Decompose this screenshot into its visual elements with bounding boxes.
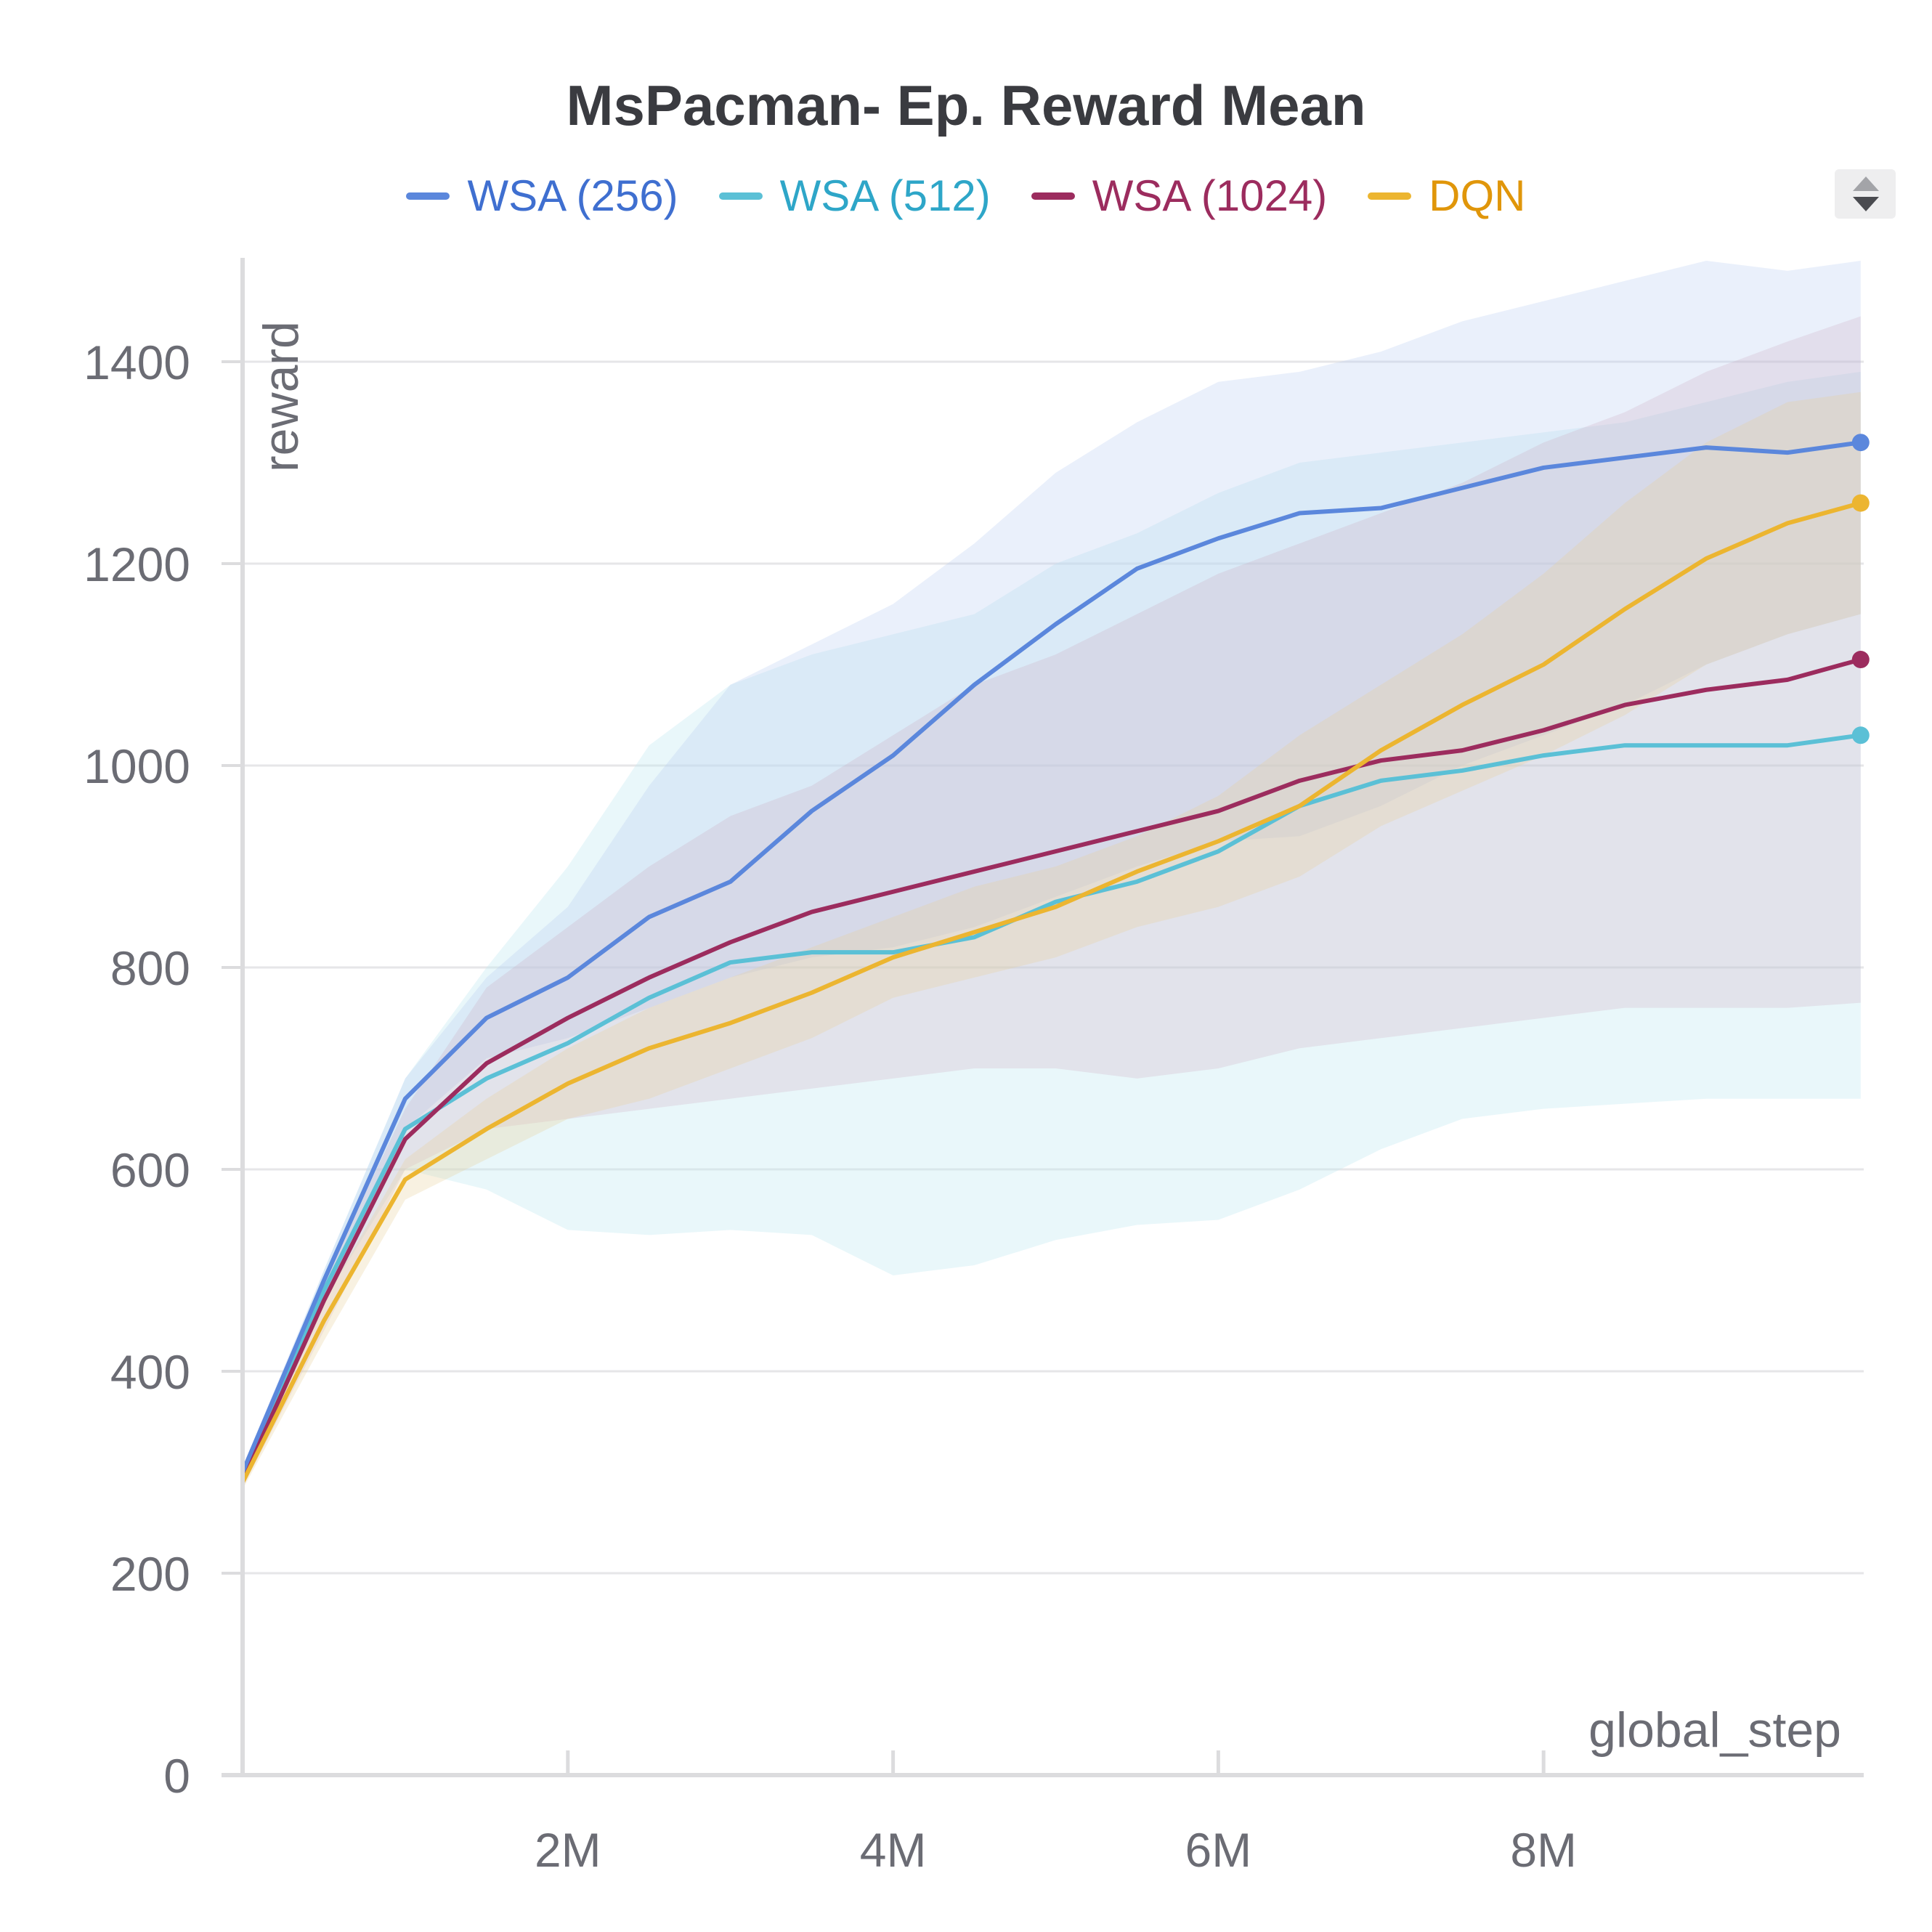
y-tick-label: 400 <box>110 1345 190 1399</box>
x-axis-title: global_step <box>1588 1702 1841 1758</box>
x-tick-label: 2M <box>535 1823 601 1877</box>
legend-swatch <box>406 192 450 200</box>
y-tick-label: 200 <box>110 1547 190 1601</box>
x-tick-label: 8M <box>1510 1823 1577 1877</box>
legend-label: DQN <box>1429 171 1526 220</box>
y-tick-label: 800 <box>110 941 190 995</box>
axes <box>222 258 1864 1777</box>
legend-expand-toggle[interactable] <box>1835 169 1896 219</box>
chevron-up-icon <box>1853 176 1879 191</box>
series-lines <box>240 434 1870 1484</box>
chart-title: MsPacman- Ep. Reward Mean <box>566 73 1366 137</box>
series-endpoint <box>1851 434 1870 452</box>
x-tick-label: 6M <box>1185 1823 1252 1877</box>
band-dqn <box>243 391 1861 1490</box>
legend-item-dqn[interactable]: DQN <box>1368 171 1526 221</box>
legend-item-wsa-1024[interactable]: WSA (1024) <box>1031 171 1327 221</box>
band-wsa-512 <box>243 371 1861 1482</box>
legend-swatch <box>1031 192 1075 200</box>
tick-labels: 0 200 400 600 800 1000 1200 1400 2M 4M 6M 8M <box>84 336 1577 1877</box>
legend-label: WSA (512) <box>779 171 991 220</box>
legend: WSA (256) WSA (512) WSA (1024) DQN <box>0 171 1932 221</box>
legend-label: WSA (1024) <box>1092 171 1328 220</box>
series-line-wsa-1024 <box>240 657 1862 1482</box>
band-wsa-256 <box>243 261 1861 1477</box>
y-tick-label: 1200 <box>84 537 190 591</box>
x-tick-label: 4M <box>860 1823 927 1877</box>
y-tick-label: 1400 <box>84 336 190 389</box>
grid-lines <box>243 360 1864 1575</box>
series-line-dqn <box>240 500 1862 1484</box>
series-endpoint <box>1851 494 1870 512</box>
legend-swatch <box>718 192 763 200</box>
series-line-wsa-512 <box>240 733 1862 1479</box>
y-tick-label: 0 <box>163 1749 190 1803</box>
y-tick-label: 1000 <box>84 739 190 793</box>
legend-label: WSA (256) <box>467 171 678 220</box>
legend-item-wsa-256[interactable]: WSA (256) <box>406 171 678 221</box>
chevron-down-icon <box>1853 197 1879 211</box>
series-line-wsa-256 <box>240 440 1862 1474</box>
y-tick-label: 600 <box>110 1143 190 1197</box>
legend-swatch <box>1368 192 1412 200</box>
y-axis-title: reward <box>253 321 309 472</box>
legend-item-wsa-512[interactable]: WSA (512) <box>718 171 991 221</box>
confidence-bands <box>243 261 1861 1490</box>
series-endpoint <box>1851 651 1870 669</box>
series-endpoint <box>1851 726 1870 744</box>
